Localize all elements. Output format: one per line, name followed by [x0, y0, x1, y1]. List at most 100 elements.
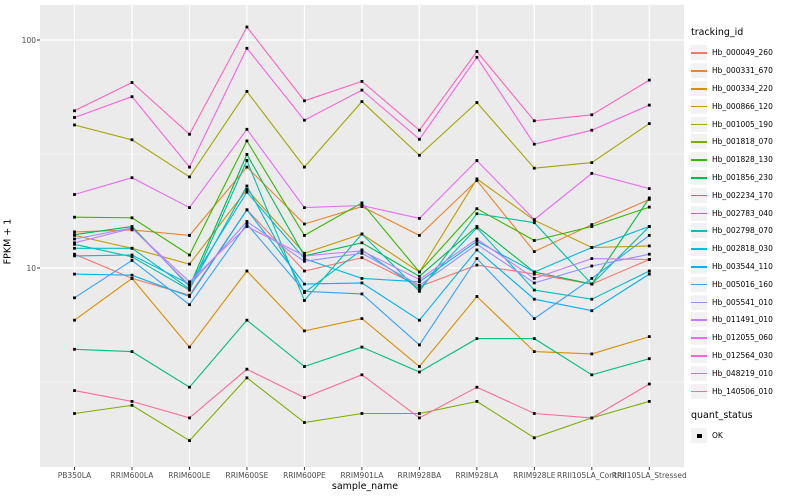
data-point: [647, 258, 651, 261]
data-point: [360, 232, 364, 236]
data-point: [590, 225, 594, 228]
data-point: [73, 242, 76, 246]
legend-label: Hb_001856_230: [712, 172, 773, 182]
data-point: [130, 255, 134, 259]
data-point: [73, 389, 76, 392]
data-point: [590, 277, 594, 280]
legend-key-line-icon: [691, 241, 707, 257]
data-point: [130, 216, 134, 220]
data-point: [73, 347, 76, 351]
legend-item-Hb_005016_160: Hb_005016_160: [691, 275, 799, 293]
legend-key-line-icon: [691, 45, 707, 61]
data-point: [245, 165, 249, 169]
legend-line-swatch: [691, 52, 707, 54]
legend-item-Hb_001818_070: Hb_001818_070: [691, 133, 799, 151]
data-point: [647, 78, 651, 82]
data-point: [475, 295, 479, 298]
data-point: [245, 184, 249, 188]
data-point: [647, 252, 651, 256]
data-point: [360, 88, 364, 92]
legend-key-line-icon: [691, 63, 707, 79]
data-point: [130, 246, 134, 250]
data-point: [475, 242, 479, 246]
data-point: [418, 280, 421, 284]
data-point: [590, 373, 594, 377]
legend-item-Hb_005541_010: Hb_005541_010: [691, 293, 799, 311]
data-point: [590, 309, 594, 313]
data-point: [303, 269, 306, 273]
data-point: [130, 259, 134, 262]
legend-line-swatch: [691, 230, 707, 232]
data-point: [532, 270, 536, 274]
data-point: [590, 223, 594, 226]
data-point: [130, 350, 134, 353]
data-point: [245, 208, 249, 212]
data-point: [418, 370, 421, 374]
legend-item-Hb_002783_040: Hb_002783_040: [691, 204, 799, 222]
legend-item-Hb_002234_170: Hb_002234_170: [691, 186, 799, 204]
data-point: [245, 46, 249, 50]
legend-key-line-icon: [691, 312, 707, 328]
legend-label: Hb_012055_060: [712, 333, 773, 343]
data-point: [647, 187, 651, 190]
data-point: [360, 201, 364, 205]
data-point: [475, 263, 479, 267]
data-point: [418, 274, 421, 278]
legend-line-swatch: [691, 87, 707, 90]
data-point: [647, 269, 651, 273]
data-point: [418, 128, 421, 132]
legend-item-Hb_000331_670: Hb_000331_670: [691, 62, 799, 80]
data-point: [188, 280, 191, 284]
data-point: [303, 251, 306, 255]
x-tick-label-PB350LA: PB350LA: [57, 471, 92, 480]
legend-item-Hb_011491_010: Hb_011491_010: [691, 311, 799, 329]
legend-label: Hb_002234_170: [712, 190, 773, 200]
legend-label: Hb_003544_110: [712, 261, 773, 271]
legend-key-point-icon: [691, 428, 707, 444]
data-point: [532, 119, 536, 123]
data-point: [188, 165, 191, 169]
data-point: [130, 273, 134, 277]
data-point: [303, 289, 306, 293]
legend-label: OK: [712, 431, 723, 441]
data-point: [73, 318, 76, 322]
data-point: [475, 212, 479, 216]
data-point: [73, 230, 76, 234]
legend-item-Hb_000334_220: Hb_000334_220: [691, 80, 799, 98]
legend-key-line-icon: [691, 169, 707, 185]
data-point: [532, 239, 536, 242]
legend-line-swatch: [691, 159, 707, 161]
y-axis-title: FPKM + 1: [2, 218, 14, 265]
data-point: [245, 25, 249, 29]
data-point: [360, 241, 364, 245]
data-point: [360, 100, 364, 103]
data-point: [188, 303, 191, 307]
data-point: [647, 272, 651, 276]
legend-line-swatch: [691, 337, 707, 339]
legend-label: Hb_001818_070: [712, 137, 773, 147]
legend-key-line-icon: [691, 258, 707, 274]
data-point: [647, 198, 651, 201]
data-point: [360, 292, 364, 296]
data-point: [475, 159, 479, 162]
data-point: [532, 281, 536, 285]
legend-line-swatch: [691, 283, 707, 286]
data-point: [73, 296, 76, 300]
legend-item-Hb_001005_190: Hb_001005_190: [691, 115, 799, 133]
legend-key-line-icon: [691, 365, 707, 381]
data-point: [590, 257, 594, 260]
data-point: [245, 222, 249, 226]
legend-item-Hb_012055_060: Hb_012055_060: [691, 329, 799, 347]
data-point: [303, 282, 306, 286]
data-point: [532, 218, 536, 221]
data-point: [532, 350, 536, 353]
data-point: [418, 270, 421, 274]
legend-line-swatch: [691, 123, 707, 126]
data-point: [418, 289, 421, 293]
data-point: [303, 165, 306, 169]
data-point: [303, 421, 306, 424]
data-point: [245, 159, 249, 162]
data-point: [360, 80, 364, 83]
data-point: [245, 220, 249, 223]
legend-line-swatch: [691, 390, 707, 393]
